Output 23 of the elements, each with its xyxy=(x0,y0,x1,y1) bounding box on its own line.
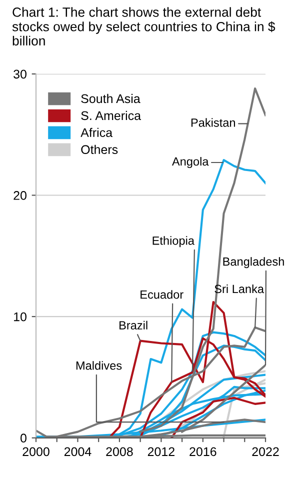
annotation: Brazil xyxy=(120,320,148,330)
x-tick-label: 2016 xyxy=(190,447,216,456)
annotation: Ecuador xyxy=(140,290,184,299)
legend-label: Africa xyxy=(80,128,113,138)
x-tick-label: 2004 xyxy=(64,447,92,456)
x-tick-label: 2008 xyxy=(106,447,133,456)
annotation: Pakistan xyxy=(191,118,235,127)
x-tick-label: 2012 xyxy=(148,447,174,456)
y-tick-label: 0 xyxy=(20,434,26,443)
chart-title: Chart 1: The chart shows the external debt stocks owed by select countries to China in $ billion xyxy=(12,7,276,46)
annotation: Bangladesh xyxy=(223,257,284,268)
legend-label: S. America xyxy=(81,110,142,120)
annotation: Sri Lanka xyxy=(214,284,264,294)
annotation: Angola xyxy=(172,156,209,168)
legend-label: Others xyxy=(81,144,118,154)
annotation: Maldives xyxy=(76,361,122,370)
y-tick-label: 10 xyxy=(14,312,26,322)
y-tick-label: 30 xyxy=(14,70,26,79)
annotation: Ethiopia xyxy=(152,236,194,248)
y-tick-label: 20 xyxy=(14,191,26,200)
x-tick-label: 2022 xyxy=(252,447,279,456)
legend-label: South Asia xyxy=(81,94,140,104)
x-tick-label: 2000 xyxy=(22,447,50,456)
